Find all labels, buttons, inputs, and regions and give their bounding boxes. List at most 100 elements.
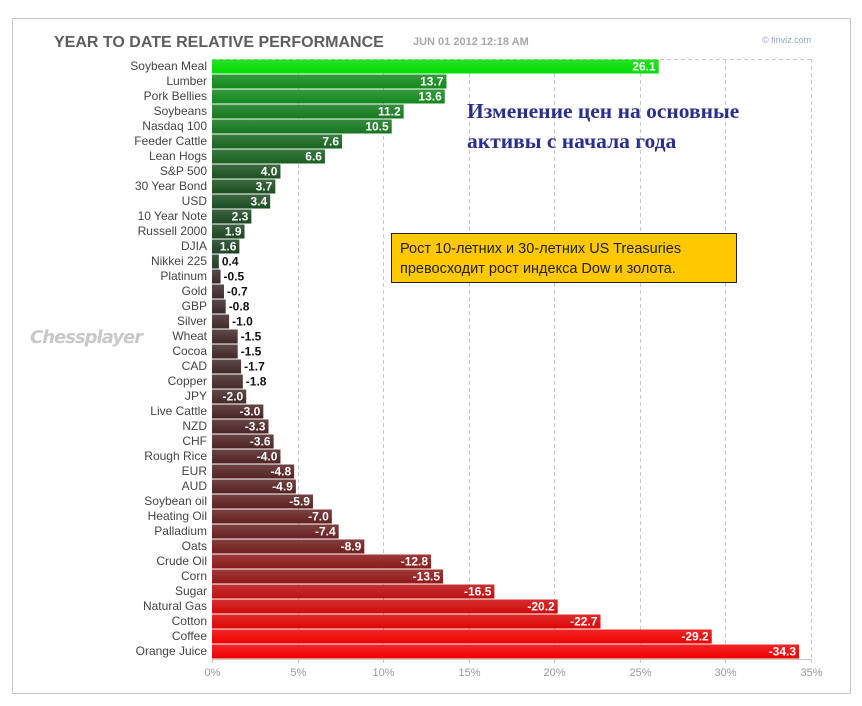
bar bbox=[212, 344, 238, 359]
bar bbox=[212, 509, 332, 524]
bar bbox=[212, 104, 404, 119]
note-callout: Рост 10-летних и 30-летних US Treasuries… bbox=[391, 233, 737, 283]
category-label: Corn bbox=[181, 569, 207, 583]
category-label: NZD bbox=[182, 419, 207, 433]
category-label: Orange Juice bbox=[136, 644, 208, 658]
bar bbox=[212, 464, 295, 479]
category-label: EUR bbox=[182, 464, 208, 478]
value-label: -3.3 bbox=[245, 420, 266, 434]
bar bbox=[212, 164, 281, 179]
bar bbox=[212, 254, 219, 269]
category-label: Russell 2000 bbox=[138, 224, 208, 238]
value-label: -22.7 bbox=[570, 615, 598, 629]
chart-timestamp: JUN 01 2012 12:18 AM bbox=[413, 36, 529, 48]
value-label: -1.7 bbox=[244, 360, 265, 374]
value-label: 1.6 bbox=[220, 240, 237, 254]
bar bbox=[212, 599, 558, 614]
value-label: -29.2 bbox=[681, 630, 709, 644]
bar bbox=[212, 329, 238, 344]
value-label: -3.0 bbox=[240, 405, 261, 419]
category-label: Soybean oil bbox=[144, 494, 207, 508]
bar bbox=[212, 209, 252, 224]
bar bbox=[212, 614, 601, 629]
category-label: GBP bbox=[182, 299, 207, 313]
bar bbox=[212, 269, 221, 284]
category-label: Coffee bbox=[172, 629, 207, 643]
bar bbox=[212, 119, 392, 134]
category-label: Lumber bbox=[166, 74, 207, 88]
value-label: -34.3 bbox=[769, 645, 797, 659]
bar bbox=[212, 59, 659, 74]
value-label: 11.2 bbox=[378, 105, 401, 119]
bar bbox=[212, 374, 243, 389]
category-label: 30 Year Bond bbox=[135, 179, 207, 193]
category-label: Palladium bbox=[154, 524, 207, 538]
value-label: 6.6 bbox=[305, 150, 322, 164]
value-label: -1.8 bbox=[246, 375, 267, 389]
bar bbox=[212, 389, 247, 404]
bar bbox=[212, 74, 447, 89]
bar bbox=[212, 449, 281, 464]
headline-line-1: Изменение цен на основные bbox=[467, 99, 740, 123]
category-label: Platinum bbox=[160, 269, 207, 283]
value-label: -1.5 bbox=[241, 330, 262, 344]
watermark: Chessplayer bbox=[30, 327, 143, 348]
chart-title: YEAR TO DATE RELATIVE PERFORMANCE bbox=[54, 34, 384, 51]
value-label: -0.8 bbox=[229, 300, 250, 314]
value-label: 10.5 bbox=[365, 120, 389, 134]
value-label: -4.8 bbox=[270, 465, 291, 479]
headline-annotation: Изменение цен на основные активы с начал… bbox=[467, 96, 807, 156]
bar bbox=[212, 134, 343, 149]
value-label: -0.5 bbox=[224, 270, 245, 284]
category-label: Feeder Cattle bbox=[134, 134, 207, 148]
value-label: -20.2 bbox=[527, 600, 555, 614]
category-label: Cotton bbox=[172, 614, 207, 628]
value-label: -7.0 bbox=[308, 510, 329, 524]
category-label: DJIA bbox=[181, 239, 207, 253]
bar bbox=[212, 584, 495, 599]
note-line-1: Рост 10-летних и 30-летних US Treasuries bbox=[400, 241, 682, 257]
bar bbox=[212, 479, 296, 494]
x-tick-label: 0% bbox=[205, 667, 221, 679]
bar bbox=[212, 554, 432, 569]
category-label: Sugar bbox=[175, 584, 207, 598]
bar bbox=[212, 359, 242, 374]
value-label: -5.9 bbox=[289, 495, 310, 509]
bar bbox=[212, 284, 224, 299]
bar bbox=[212, 224, 245, 239]
bar bbox=[212, 314, 230, 329]
category-label: 10 Year Note bbox=[138, 209, 208, 223]
bar bbox=[212, 89, 445, 104]
category-label: Live Cattle bbox=[150, 404, 207, 418]
value-label: 13.6 bbox=[418, 90, 442, 104]
category-label: Pork Bellies bbox=[144, 89, 207, 103]
category-label: Nasdaq 100 bbox=[142, 119, 207, 133]
bar bbox=[212, 404, 264, 419]
value-label: 13.7 bbox=[420, 75, 444, 89]
note-line-2: превосходит рост индекса Dow и золота. bbox=[400, 261, 676, 277]
value-label: 2.3 bbox=[232, 210, 249, 224]
value-label: 7.6 bbox=[322, 135, 339, 149]
category-label: CHF bbox=[182, 434, 207, 448]
category-label: Silver bbox=[177, 314, 207, 328]
bar bbox=[212, 629, 712, 644]
category-label: Nikkei 225 bbox=[151, 254, 207, 268]
value-label: -0.7 bbox=[227, 285, 248, 299]
category-label: Copper bbox=[168, 374, 207, 388]
bar bbox=[212, 194, 271, 209]
value-label: -1.0 bbox=[232, 315, 253, 329]
brand-link[interactable]: © finviz.com bbox=[762, 35, 812, 45]
category-label: Gold bbox=[182, 284, 207, 298]
category-label: USD bbox=[182, 194, 208, 208]
value-label: 3.7 bbox=[256, 180, 273, 194]
category-label: Heating Oil bbox=[148, 509, 207, 523]
category-label: S&P 500 bbox=[160, 164, 207, 178]
value-label: -1.5 bbox=[241, 345, 262, 359]
category-label: Wheat bbox=[172, 329, 207, 343]
category-label: Oats bbox=[182, 539, 207, 553]
value-label: -16.5 bbox=[464, 585, 492, 599]
x-tick-label: 25% bbox=[629, 667, 651, 679]
category-label: AUD bbox=[182, 479, 208, 493]
x-tick-label: 15% bbox=[458, 667, 480, 679]
x-tick-label: 5% bbox=[291, 667, 307, 679]
